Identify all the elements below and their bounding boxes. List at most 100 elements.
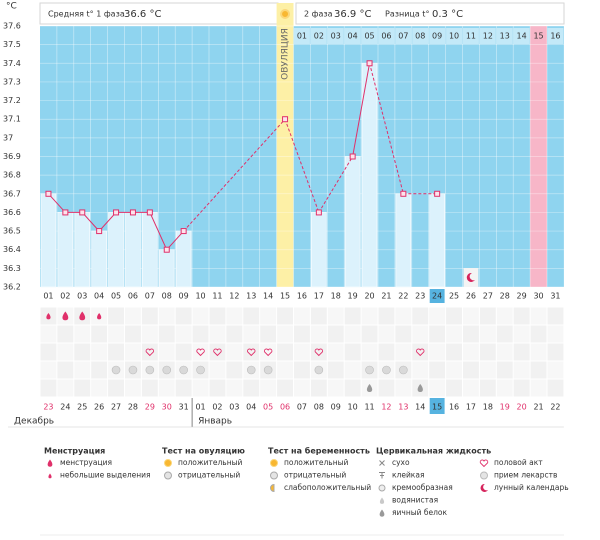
pregnancy-test-icon — [196, 365, 205, 375]
symbol-cell — [141, 307, 158, 325]
y-tick-label: 37.2 — [3, 96, 21, 105]
lunar-cell — [463, 268, 479, 287]
symbol-cell — [40, 325, 57, 343]
x-tick-label: 01 — [43, 292, 53, 301]
day-header-cell — [547, 28, 564, 44]
temperature-point — [315, 209, 322, 216]
y-tick-label: 37.6 — [3, 22, 21, 31]
date-label: 01 — [195, 403, 205, 412]
post-ovulation-day: 06 — [381, 32, 391, 41]
day-header-cell — [344, 28, 361, 44]
symbol-cell — [530, 361, 547, 379]
y-tick-label: 37.4 — [3, 59, 21, 68]
y-tick-label: 36.8 — [3, 171, 21, 180]
symbol-cell — [327, 307, 344, 325]
legend-icon — [270, 459, 278, 467]
symbol-cell — [547, 343, 564, 361]
post-ovulation-day: 05 — [364, 32, 374, 41]
symbol-cell — [209, 379, 226, 397]
y-tick-label: 37.3 — [3, 77, 21, 86]
diff-value: 0.3 °C — [432, 9, 463, 20]
symbol-cell — [513, 361, 530, 379]
symbol-cell — [344, 325, 361, 343]
symbol-cell — [192, 379, 209, 397]
x-tick-label: 14 — [263, 292, 273, 301]
symbol-cell — [209, 325, 226, 343]
symbol-cell — [310, 343, 327, 361]
symbol-cell — [74, 379, 91, 397]
symbol-cell — [547, 325, 564, 343]
temperature-point — [146, 209, 153, 216]
date-label: 02 — [212, 403, 222, 412]
legend-item: яичный белок — [392, 508, 448, 517]
symbol-cell — [446, 343, 462, 361]
symbol-cell — [429, 307, 446, 325]
intercourse-icon — [263, 348, 273, 357]
date-label: 30 — [162, 403, 172, 412]
post-ovulation-day: 12 — [483, 32, 493, 41]
symbol-cell — [91, 325, 108, 343]
symbol-cell — [327, 379, 344, 397]
temperature-point — [62, 209, 69, 216]
legend-item: небольшие выделения — [60, 471, 151, 480]
symbol-cell — [260, 379, 277, 397]
legend-icon — [379, 472, 385, 479]
symbol-cell — [158, 343, 175, 361]
y-tick-label: 37.1 — [3, 115, 21, 124]
date-label: 28 — [128, 403, 138, 412]
symbol-cell — [277, 379, 293, 397]
symbol-cell — [226, 307, 243, 325]
symbol-cell — [192, 325, 209, 343]
temperature-point — [45, 190, 52, 197]
temperature-point — [366, 60, 373, 67]
legend-icon — [270, 483, 275, 493]
y-tick-label: 36.2 — [3, 283, 21, 292]
symbol-cell — [57, 343, 74, 361]
x-tick-label: 08 — [162, 292, 172, 301]
symbol-cell — [74, 325, 91, 343]
x-tick-label: 21 — [381, 292, 391, 301]
x-tick-label: 30 — [533, 292, 543, 301]
symbol-cell — [209, 361, 226, 379]
symbol-cell — [395, 307, 412, 325]
symbol-cell — [260, 343, 277, 361]
symbol-cell — [378, 307, 395, 325]
symbol-cell — [547, 379, 564, 397]
x-tick-label: 13 — [246, 292, 256, 301]
legend-item: водянистая — [392, 496, 438, 505]
post-ovulation-day: 07 — [398, 32, 408, 41]
intercourse-icon — [145, 348, 155, 357]
x-tick-label: 20 — [364, 292, 374, 301]
legend-title: Менструация — [44, 447, 105, 456]
temperature-point — [79, 209, 86, 216]
legend-item: лунный календарь — [494, 483, 569, 492]
bar — [108, 212, 124, 288]
legend-item: менструация — [60, 458, 112, 467]
symbol-cell — [57, 325, 74, 343]
bar — [310, 212, 327, 288]
predicted-column — [530, 26, 547, 287]
symbol-cell — [446, 379, 462, 397]
symbol-cell — [429, 379, 446, 397]
post-ovulation-day: 02 — [314, 32, 324, 41]
x-tick-label: 23 — [415, 292, 425, 301]
symbol-cell — [344, 379, 361, 397]
today-cell — [429, 398, 445, 414]
symbol-cell — [547, 361, 564, 379]
temperature-point — [96, 228, 103, 235]
gap-connector — [183, 118, 286, 232]
date-label: 23 — [43, 403, 53, 412]
symbol-cell — [57, 379, 74, 397]
x-tick-label: 06 — [128, 292, 138, 301]
symbol-cell — [463, 307, 479, 325]
temperature-point — [434, 190, 441, 197]
x-tick-label: 16 — [297, 292, 307, 301]
phase2-value: 36.9 °C — [334, 9, 371, 20]
legend-item: половой акт — [494, 458, 543, 467]
pregnancy-test-icon — [128, 365, 138, 375]
legend-icon — [480, 483, 488, 492]
ovulation-label: ОВУЛЯЦИЯ — [281, 28, 291, 80]
day-header-cell — [479, 28, 496, 44]
symbol-cell — [378, 343, 395, 361]
